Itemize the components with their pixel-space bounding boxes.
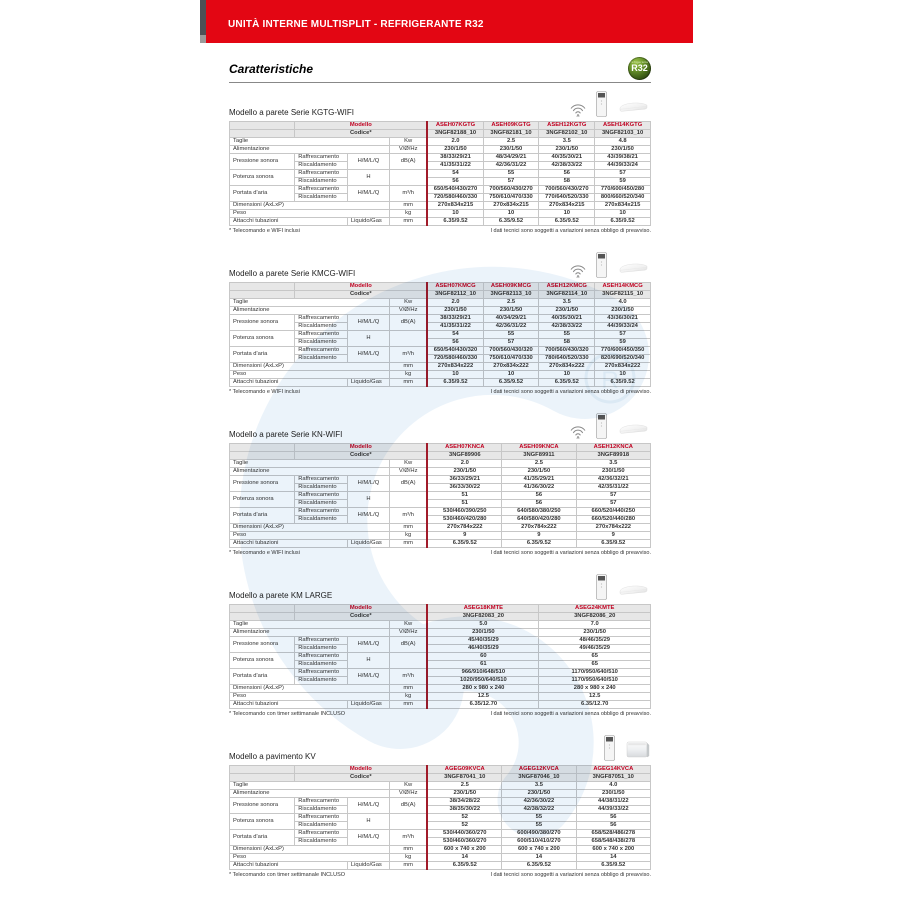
svg-text:wifi: wifi [576, 438, 580, 439]
svg-text:wifi: wifi [576, 116, 580, 117]
svg-text:wifi: wifi [576, 277, 580, 278]
